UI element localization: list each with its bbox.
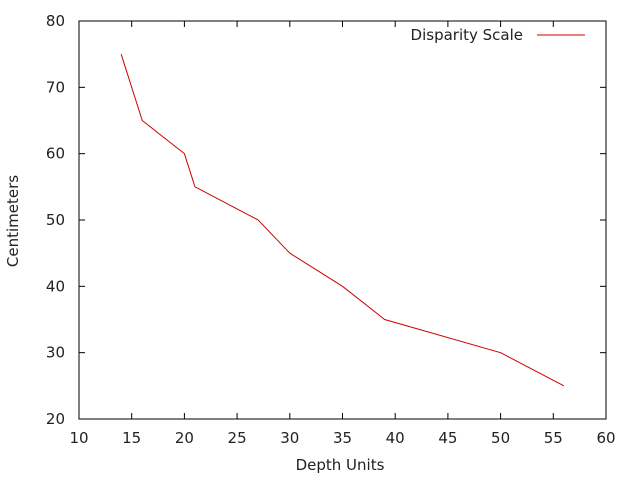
x-tick-label: 10	[69, 429, 88, 447]
y-tick-label: 70	[46, 78, 65, 96]
y-tick-label: 40	[46, 277, 65, 295]
x-axis-title: Depth Units	[296, 456, 385, 474]
x-tick-label: 60	[596, 429, 615, 447]
x-tick-label: 20	[175, 429, 194, 447]
x-tick-label: 50	[491, 429, 510, 447]
x-tick-label: 45	[438, 429, 457, 447]
x-axis-ticks: 10 15 20 25 30 35 40 45 50 55 60	[69, 21, 616, 447]
y-tick-label: 60	[46, 145, 65, 163]
x-tick-label: 40	[386, 429, 405, 447]
x-tick-label: 35	[333, 429, 352, 447]
y-tick-label: 30	[46, 344, 65, 362]
x-tick-label: 55	[544, 429, 563, 447]
y-tick-label: 50	[46, 211, 65, 229]
series-layer	[120, 54, 565, 387]
x-tick-label: 15	[122, 429, 141, 447]
series-line	[120, 54, 565, 387]
y-tick-label: 80	[46, 12, 65, 30]
plot-frame	[78, 20, 607, 420]
y-axis-title: Centimeters	[4, 175, 22, 267]
x-tick-label: 25	[228, 429, 247, 447]
legend-label: Disparity Scale	[411, 26, 523, 44]
y-tick-label: 20	[46, 410, 65, 428]
legend: Disparity Scale	[411, 26, 585, 44]
y-axis-ticks: 20 30 40 50 60 70 80	[46, 12, 606, 428]
x-tick-label: 30	[280, 429, 299, 447]
